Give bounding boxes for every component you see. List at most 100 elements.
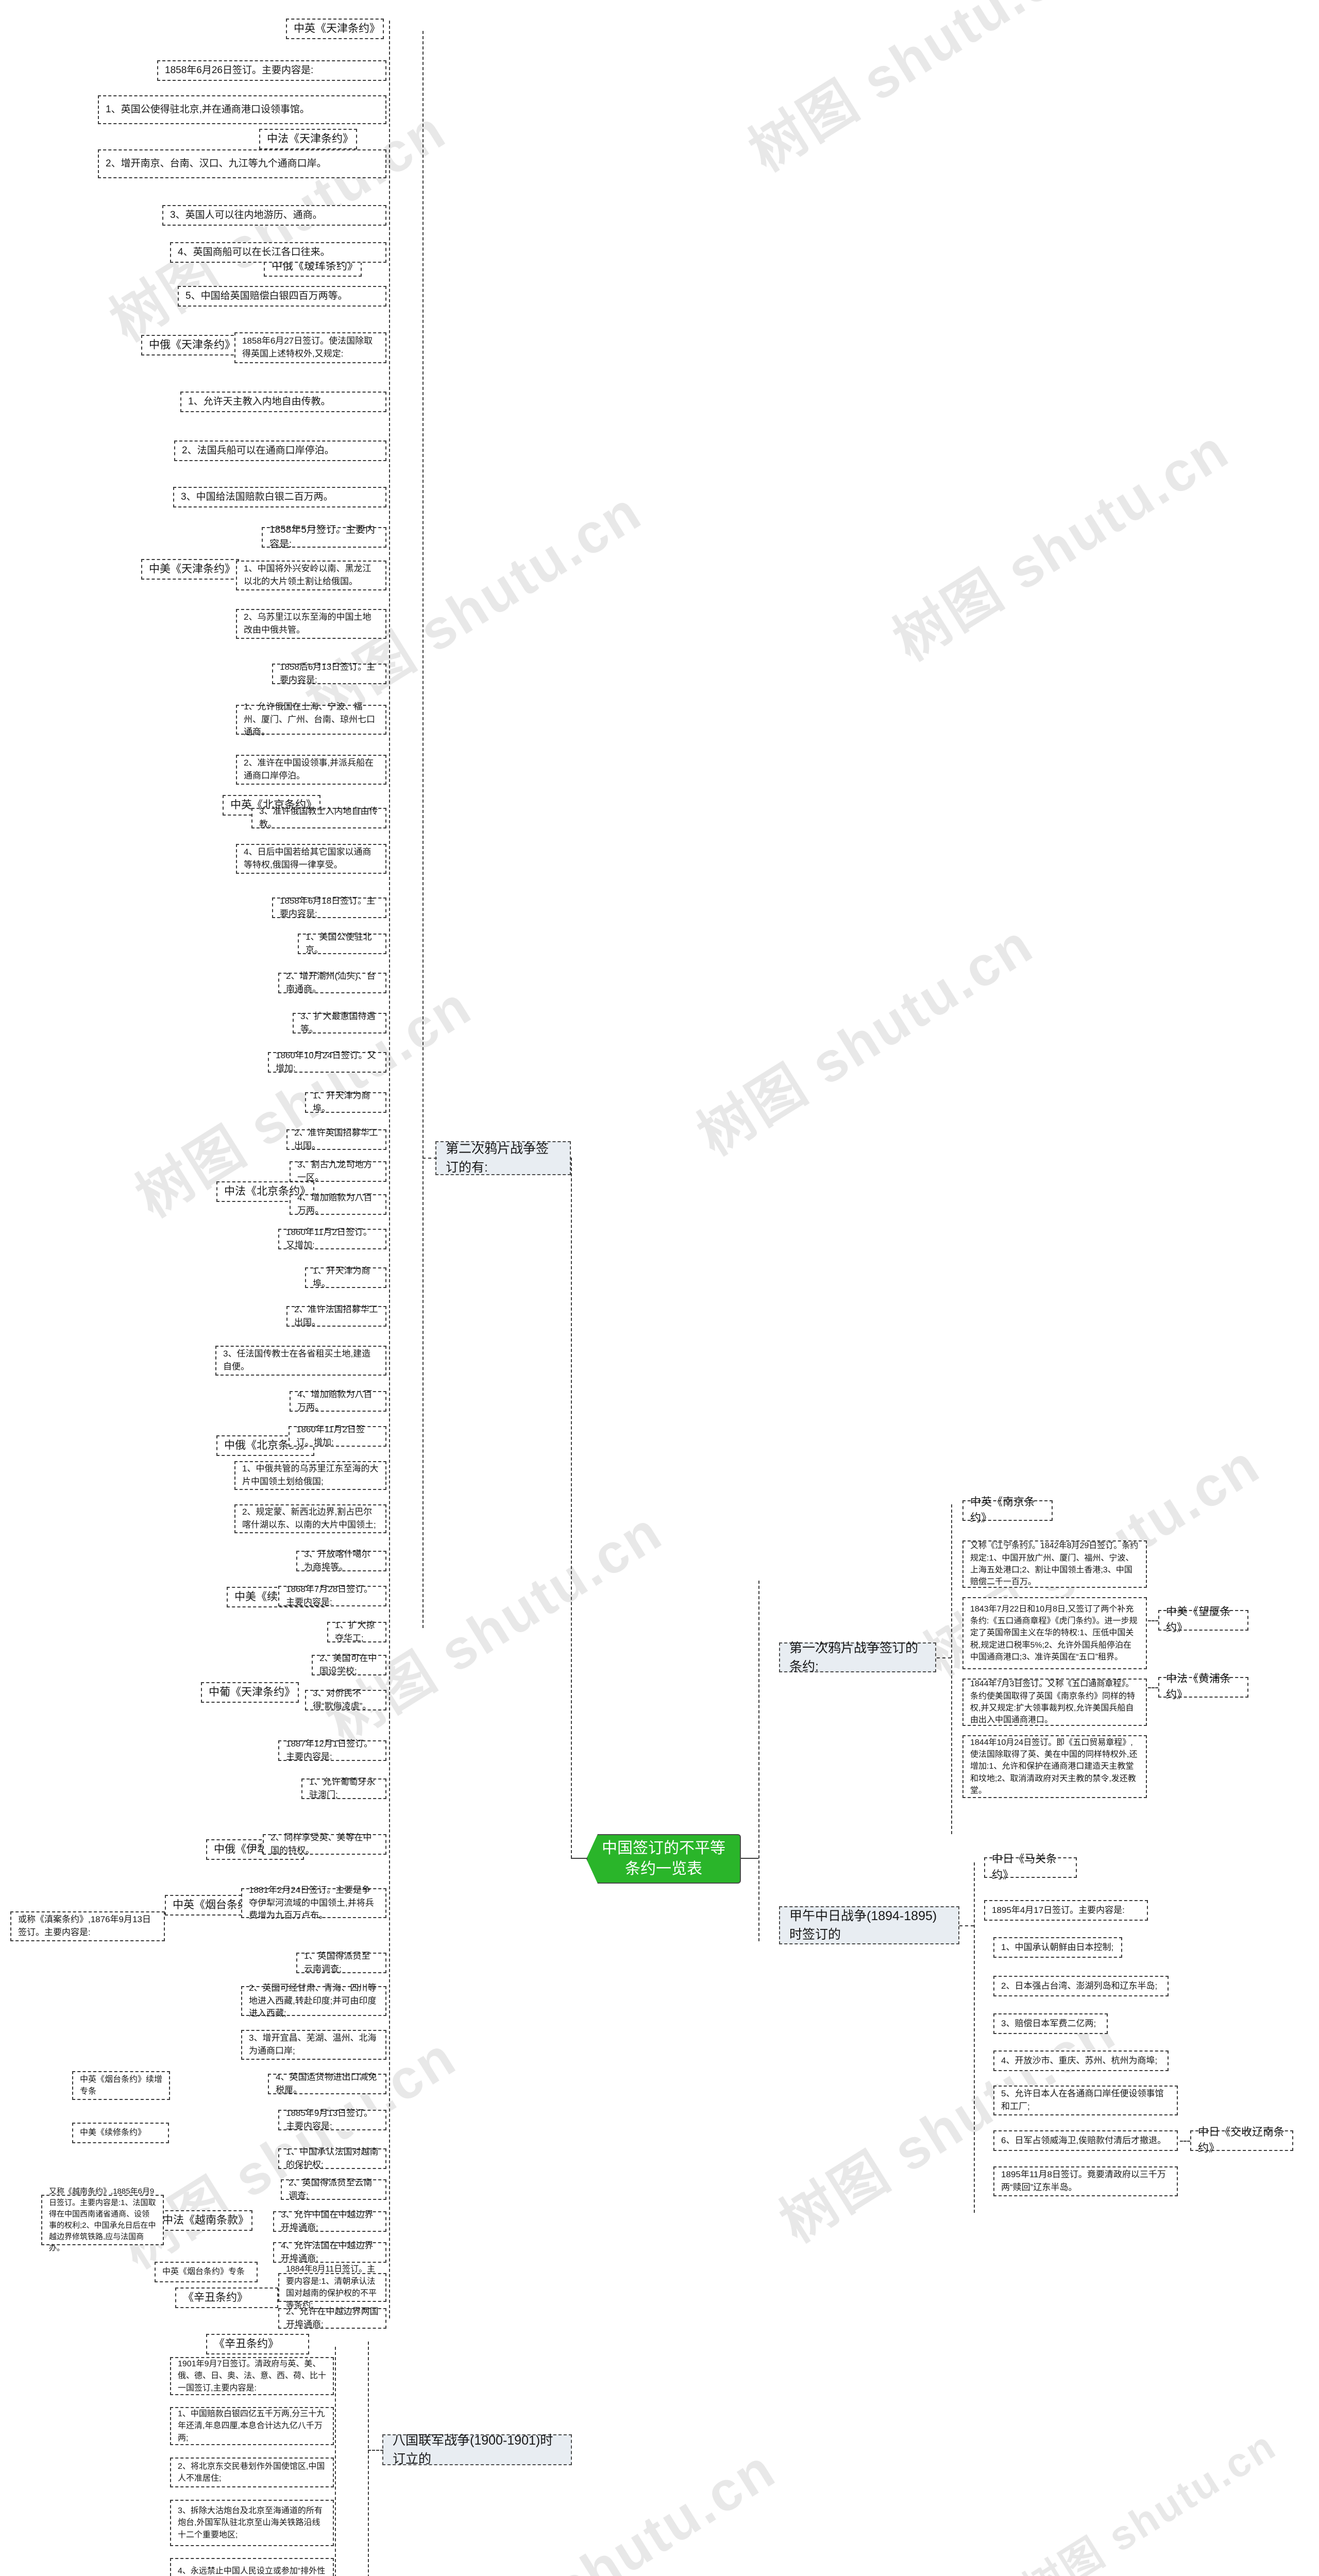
content-node[interactable]: 1、英国得派员至云南调查; [296,1951,386,1974]
content-node[interactable]: 3、英国人可以往内地游历、通商。 [162,205,386,226]
content-node[interactable]: 1844年10月24日签订。即《五口贸易章程》,使法国除取得了英、美在中国的同样… [962,1735,1147,1798]
content-node[interactable]: 1、允许天主教入内地自由传教。 [180,392,386,412]
content-node[interactable]: 1887年12月1日签订。主要内容是: [278,1739,386,1761]
content-node[interactable]: 3、任法国传教士在各省租买土地,建造自便。 [215,1346,386,1376]
treaty-node[interactable]: 《辛丑条约》 [206,2334,309,2354]
content-node[interactable]: 1843年7月22日和10月8日,又签订了两个补充条约:《五口通商章程》《虎门条… [962,1597,1147,1669]
content-node[interactable]: 3、允许中国在中越边界开埠通商; [273,2210,386,2232]
content-node[interactable]: 2、美国可在中国设学校; [312,1653,386,1676]
content-node[interactable]: 或称《滇案条约》,1876年9月13日签订。主要内容是: [10,1911,165,1941]
content-node[interactable]: 1868年7月28日签订。主要内容是: [278,1584,386,1607]
treaty-node[interactable]: 中英《天津条约》 [286,19,384,39]
branch-second-opium-war[interactable]: 第二次鸦片战争签订的有: [435,1141,571,1175]
content-node[interactable]: 3、扩大最惠国待遇等。 [293,1011,386,1034]
content-node[interactable]: 4、允许法国在中越边界开埠通商; [273,2241,386,2263]
content-node[interactable]: 1、英国公使得驻北京,并在通商港口设领事馆。 [98,95,386,124]
treaty-link [1148,1687,1158,1688]
content-node[interactable]: 5、允许日本人在各通商口岸任便设领事馆和工厂; [993,2086,1178,2115]
content-node[interactable]: 1884年8月11日签订。主要内容是:1、清朝承认法国对越南的保护权的不平等条约… [278,2265,386,2310]
content-node[interactable]: 2、乌苏里江以东至海的中国土地改由中俄共管。 [236,609,386,639]
treaty-label: 中英《烟台条约》 [173,1899,259,1911]
treaty-node[interactable]: 中美《天津条约》 [141,559,239,580]
content-node[interactable]: 1、开天津为商埠。 [305,1266,386,1289]
treaty-label: 中法《天津条约》 [267,132,353,145]
content-node[interactable]: 4、英国商船可以在长江各口往来。 [170,242,386,263]
content-node[interactable]: 3、赔偿日本军费二亿两; [993,2013,1108,2034]
content-node[interactable]: 3、拆除大沽炮台及北京至海通道的所有炮台,外国军队驻北京至山海关铁路沿线十二个重… [170,2500,334,2546]
content-node[interactable]: 4、日后中国若给其它国家以通商等特权,俄国得一律享受。 [236,844,386,874]
content-node[interactable]: 1881年2月24日签订。主要是争夺伊犁河流域的中国领土,并将兵费增为九百万卢布… [241,1885,386,1920]
content-node[interactable]: 2、允许在中越边界两国开埠通商; [278,2307,386,2329]
content-node[interactable]: 4、永远禁止中国人民设立或参加“排外性质”的抗清组织,违者处死; [170,2558,334,2576]
content-node[interactable]: 1858年6月26日签订。主要内容是: [157,60,386,81]
content-node[interactable]: 1、允许俄国在上海、宁波、福州、厦门、广州、台南、琼州七口通商。 [236,702,386,737]
content-node[interactable]: 2、准许英国招募华工出国。 [286,1128,386,1150]
content-node[interactable]: 1、中国赔款白银四亿五千万两,分三十九年还清,年息四厘,本息合计达九亿八千万两; [170,2407,334,2445]
content-node[interactable]: 1860年11月2日签订。增加: [289,1425,386,1447]
content-node[interactable]: 1、中国承认朝鲜由日本控制; [993,1937,1122,1958]
branch-first-opium-war[interactable]: 第一次鸦片战争签订的条约: [779,1641,936,1674]
content-node[interactable]: 1、扩大掠夺华工; [327,1620,386,1643]
content-node[interactable]: 3、割占九龙司地方一区。 [290,1160,386,1182]
content-node[interactable]: 1、允许葡萄牙永驻澳门; [301,1777,386,1800]
content-node[interactable]: 2、英国得派员至云南调查; [281,2178,386,2200]
treaty-node[interactable]: 《辛丑条约》 [175,2287,278,2308]
content-node[interactable]: 1、美国公使驻北京。 [298,932,386,955]
content-node[interactable]: 3、开放喀什噶尔为商埠等。 [296,1549,386,1572]
treaty-node[interactable]: 中葡《天津条约》 [201,1682,299,1703]
content-spine-left-2 [389,1716,390,2318]
content-node[interactable]: 2、增开南京、台南、汉口、九江等九个通商口岸。 [98,149,386,178]
content-node[interactable]: 3、准许俄国教士入内地自由传教。 [251,806,386,829]
content-node[interactable]: 4、英国运货物进出口减免税厘。 [268,2072,386,2095]
content-node[interactable]: 2、将北京东交民巷划作外国使馆区,中国人不准居住; [170,2458,334,2487]
content-node[interactable]: 2、日本强占台湾、澎湖列岛和辽东半岛; [993,1976,1169,1996]
content-node[interactable]: 1、开天津为商埠。 [305,1091,386,1113]
content-node[interactable]: 1858年5月签订。主要内容是: [262,524,386,550]
content-node[interactable]: 1858年6月27日签订。使法国除取得英国上述特权外,又规定: [234,332,386,363]
content-node[interactable]: 1844年7月3日签订。又称《五口通商章程》。条约使美国取得了英国《南京条约》同… [962,1679,1147,1726]
content-node[interactable]: 6、日军占领威海卫,俟赔款付清后才撤退。 [993,2130,1178,2151]
content-node[interactable]: 2、增开潮州(汕头)、台南通商。 [278,971,386,994]
treaty-node[interactable]: 中俄《天津条约》 [141,335,239,355]
content-node[interactable]: 1860年10月24日签订。又增加: [268,1050,386,1073]
content-node[interactable]: 中英《烟台条约》专条 [155,2262,258,2282]
content-node[interactable]: 4、开放沙市、重庆、苏州、杭州为商埠; [993,2050,1169,2071]
branch-sino-japanese-war[interactable]: 甲午中日战争(1894-1895)时签订的 [779,1906,959,1944]
treaty-node[interactable]: 中法《越南条款》 [155,2210,252,2231]
treaty-node[interactable]: 中美《望厦条约》 [1158,1606,1248,1634]
content-node[interactable]: 1、中国承认法国对越南的保护权; [278,2147,386,2170]
content-node[interactable]: 2、英国可经甘肃、青海、四川等地进入西藏,转赴印度;并可由印度进入西藏; [241,1983,386,2018]
content-node[interactable]: 2、法国兵船可以在通商口岸停泊。 [174,440,386,461]
content-node[interactable]: 1860年11月2日签订。又增加: [278,1227,386,1250]
content-node[interactable]: 3、增开宜昌、芜湖、温州、北海为通商口岸; [241,2030,386,2060]
content-node[interactable]: 2、规定蒙、新西北边界,割占巴尔喀什湖以东、以南的大片中国领土; [234,1504,386,1533]
content-node[interactable]: 2、同样享受英、美等在中国的特权。 [263,1833,386,1855]
content-node[interactable]: 4、增加赔款为八百万两。 [290,1193,386,1215]
treaty-node[interactable]: 中日《马关条约》 [984,1853,1077,1881]
treaty-node[interactable]: 中法《黄浦条约》 [1158,1673,1248,1701]
content-node[interactable]: 1895年11月8日签订。竟要清政府以三千万两“赎回”辽东半岛。 [993,2166,1178,2196]
branch-boxer-war[interactable]: 八国联军战争(1900-1901)时订立的 [382,2433,572,2466]
content-node[interactable]: 1895年4月17日签订。主要内容是: [984,1900,1148,1921]
content-node[interactable]: 1858年6月18日签订。主要内容是: [272,896,386,919]
content-node[interactable]: 1、中国将外兴安岭以南、黑龙江以北的大片领土割让给俄国。 [236,561,386,590]
content-node[interactable]: 1、中俄共管的乌苏里江东至海的大片中国领土划给俄国; [234,1461,386,1490]
treaty-node[interactable]: 中日《交收辽南条约》 [1190,2126,1293,2154]
content-node[interactable]: 2、准许在中国设领事,并派兵船在通商口岸停泊。 [236,755,386,785]
content-node[interactable]: 1885年9月13日签订。主要内容是: [278,2108,386,2131]
content-node[interactable]: 1858后6月13日签订。主要内容是: [272,662,386,685]
treaty-node[interactable]: 中英《南京条约》 [962,1496,1053,1524]
root-node[interactable]: 中国签订的不平等条约一览表 [586,1834,741,1884]
content-node[interactable]: 4、增加赔款为八百万两。 [290,1389,386,1412]
content-node[interactable]: 3、对侨民不得“欺侮凌虐”。 [305,1688,386,1711]
treaty-node[interactable]: 中英《烟台条约》续增专条 [72,2071,170,2100]
content-node[interactable]: 中美《续修条约》 [72,2123,169,2143]
content-node[interactable]: 又称《越南条约》,1885年6月9日签订。主要内容是:1、法国取得在中国西南诸省… [41,2187,164,2252]
content-node[interactable]: 2、准许法国招募华工出国。 [286,1304,386,1327]
content-node[interactable]: 3、中国给法国赔款白银二百万两。 [173,487,386,507]
root-connector-right [741,1858,758,1859]
content-node[interactable]: 5、中国给英国赔偿白银四百万两等。 [178,286,386,307]
content-node[interactable]: 1901年9月7日签订。清政府与英、美、俄、德、日、奥、法、意、西、荷、比十一国… [170,2357,334,2395]
content-node[interactable]: 又称《江宁条约》。1842年8月29日签订。条约规定:1、中国开放广州、厦门、福… [962,1540,1147,1588]
treaty-node[interactable]: 中法《天津条约》 [259,129,357,149]
